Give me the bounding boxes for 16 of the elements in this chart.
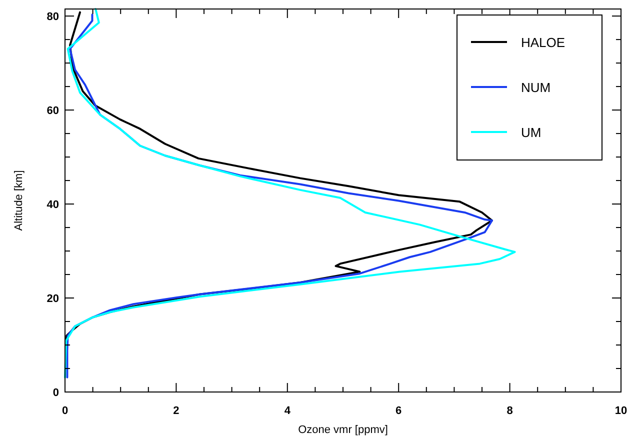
x-tick-label: 6 xyxy=(396,405,402,417)
y-tick-label: 40 xyxy=(46,199,59,212)
x-tick-label: 0 xyxy=(62,405,68,417)
y-tick-label: 0 xyxy=(52,387,59,399)
y-axis-title: Altitude [km] xyxy=(13,170,25,231)
x-axis-title: Ozone vmr [ppmv] xyxy=(298,424,388,436)
y-tick-label: 80 xyxy=(46,11,59,24)
legend-label: NUM xyxy=(521,80,551,95)
y-tick-label: 60 xyxy=(46,105,59,118)
legend-label: HALOE xyxy=(521,35,566,50)
y-tick-label: 20 xyxy=(46,293,59,306)
x-tick-label: 4 xyxy=(284,405,292,417)
x-tick-label: 2 xyxy=(173,405,180,417)
x-tick-label: 10 xyxy=(614,405,628,417)
legend-label: UM xyxy=(521,125,542,140)
x-tick-label: 8 xyxy=(506,405,513,417)
